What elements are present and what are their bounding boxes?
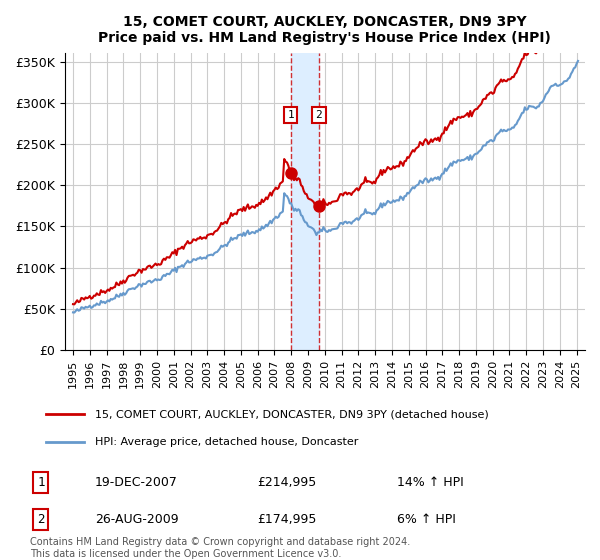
Title: 15, COMET COURT, AUCKLEY, DONCASTER, DN9 3PY
Price paid vs. HM Land Registry's H: 15, COMET COURT, AUCKLEY, DONCASTER, DN9… xyxy=(98,15,551,45)
Text: £214,995: £214,995 xyxy=(257,476,316,489)
Text: 15, COMET COURT, AUCKLEY, DONCASTER, DN9 3PY (detached house): 15, COMET COURT, AUCKLEY, DONCASTER, DN9… xyxy=(95,409,488,419)
Text: 19-DEC-2007: 19-DEC-2007 xyxy=(95,476,178,489)
Text: £174,995: £174,995 xyxy=(257,513,316,526)
Text: 2: 2 xyxy=(316,110,322,120)
Text: HPI: Average price, detached house, Doncaster: HPI: Average price, detached house, Donc… xyxy=(95,437,358,447)
Bar xyxy=(291,53,319,350)
Text: 14% ↑ HPI: 14% ↑ HPI xyxy=(397,476,464,489)
Text: 1: 1 xyxy=(287,110,294,120)
Text: 6% ↑ HPI: 6% ↑ HPI xyxy=(397,513,456,526)
Text: 26-AUG-2009: 26-AUG-2009 xyxy=(95,513,178,526)
Text: 1: 1 xyxy=(37,476,44,489)
Text: 2: 2 xyxy=(37,513,44,526)
Text: Contains HM Land Registry data © Crown copyright and database right 2024.
This d: Contains HM Land Registry data © Crown c… xyxy=(30,537,410,559)
